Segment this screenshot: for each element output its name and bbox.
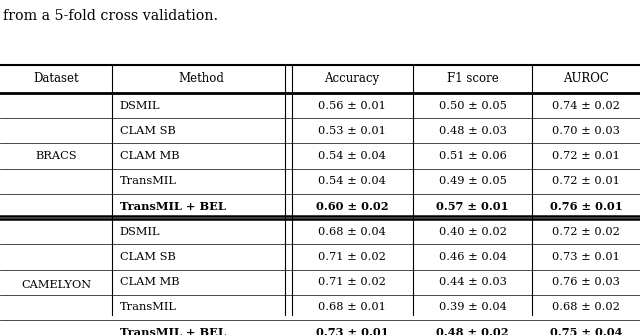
Text: 0.57 ± 0.01: 0.57 ± 0.01 xyxy=(436,201,509,212)
Text: 0.39 ± 0.04: 0.39 ± 0.04 xyxy=(438,303,507,313)
Text: DSMIL: DSMIL xyxy=(120,227,160,237)
Text: 0.76 ± 0.01: 0.76 ± 0.01 xyxy=(550,201,623,212)
Text: 0.54 ± 0.04: 0.54 ± 0.04 xyxy=(318,176,386,186)
Text: 0.72 ± 0.02: 0.72 ± 0.02 xyxy=(552,227,620,237)
Text: 0.72 ± 0.01: 0.72 ± 0.01 xyxy=(552,151,620,161)
Text: 0.48 ± 0.02: 0.48 ± 0.02 xyxy=(436,327,509,335)
Text: 0.51 ± 0.06: 0.51 ± 0.06 xyxy=(438,151,507,161)
Text: Dataset: Dataset xyxy=(33,72,79,85)
Text: 0.68 ± 0.01: 0.68 ± 0.01 xyxy=(318,303,386,313)
Text: 0.53 ± 0.01: 0.53 ± 0.01 xyxy=(318,126,386,136)
Text: 0.68 ± 0.04: 0.68 ± 0.04 xyxy=(318,227,386,237)
Text: 0.73 ± 0.01: 0.73 ± 0.01 xyxy=(552,252,620,262)
Text: 0.71 ± 0.02: 0.71 ± 0.02 xyxy=(318,277,386,287)
Text: 0.73 ± 0.01: 0.73 ± 0.01 xyxy=(316,327,388,335)
Text: from a 5-fold cross validation.: from a 5-fold cross validation. xyxy=(3,9,218,23)
Text: 0.76 ± 0.03: 0.76 ± 0.03 xyxy=(552,277,620,287)
Text: AUROC: AUROC xyxy=(563,72,609,85)
Text: 0.68 ± 0.02: 0.68 ± 0.02 xyxy=(552,303,620,313)
Text: TransMIL: TransMIL xyxy=(120,303,177,313)
Text: 0.74 ± 0.02: 0.74 ± 0.02 xyxy=(552,100,620,111)
Text: TransMIL + BEL: TransMIL + BEL xyxy=(120,201,225,212)
Text: CLAM MB: CLAM MB xyxy=(120,151,179,161)
Text: 0.49 ± 0.05: 0.49 ± 0.05 xyxy=(438,176,507,186)
Text: CLAM MB: CLAM MB xyxy=(120,277,179,287)
Text: TransMIL + BEL: TransMIL + BEL xyxy=(120,327,225,335)
Text: F1 score: F1 score xyxy=(447,72,499,85)
Text: 0.72 ± 0.01: 0.72 ± 0.01 xyxy=(552,176,620,186)
Text: CAMELYON: CAMELYON xyxy=(21,280,91,290)
Text: BRACS: BRACS xyxy=(35,151,77,161)
Text: 0.75 ± 0.04: 0.75 ± 0.04 xyxy=(550,327,623,335)
Text: 0.40 ± 0.02: 0.40 ± 0.02 xyxy=(438,227,507,237)
Text: 0.50 ± 0.05: 0.50 ± 0.05 xyxy=(438,100,507,111)
Text: CLAM SB: CLAM SB xyxy=(120,126,175,136)
Text: 0.70 ± 0.03: 0.70 ± 0.03 xyxy=(552,126,620,136)
Text: 0.54 ± 0.04: 0.54 ± 0.04 xyxy=(318,151,386,161)
Text: Accuracy: Accuracy xyxy=(324,72,380,85)
Text: 0.56 ± 0.01: 0.56 ± 0.01 xyxy=(318,100,386,111)
Text: 0.48 ± 0.03: 0.48 ± 0.03 xyxy=(438,126,507,136)
Text: CLAM SB: CLAM SB xyxy=(120,252,175,262)
Text: DSMIL: DSMIL xyxy=(120,100,160,111)
Text: 0.46 ± 0.04: 0.46 ± 0.04 xyxy=(438,252,507,262)
Text: 0.60 ± 0.02: 0.60 ± 0.02 xyxy=(316,201,388,212)
Text: 0.44 ± 0.03: 0.44 ± 0.03 xyxy=(438,277,507,287)
Text: Method: Method xyxy=(179,72,225,85)
Text: TransMIL: TransMIL xyxy=(120,176,177,186)
Text: 0.71 ± 0.02: 0.71 ± 0.02 xyxy=(318,252,386,262)
